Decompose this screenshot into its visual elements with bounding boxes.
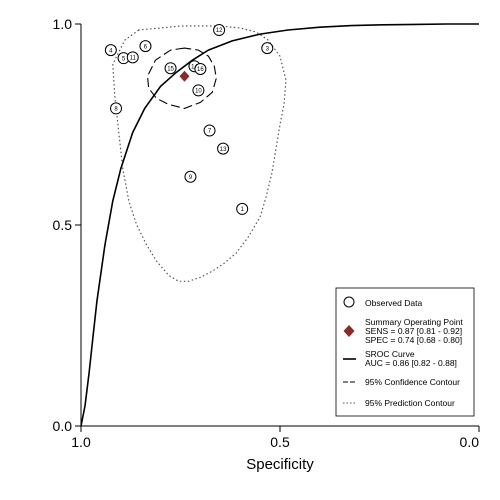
legend-prediction-label: 95% Prediction Contour [365,398,455,408]
x-tick-label: 1.0 [71,434,91,450]
study-point-marker [217,142,230,155]
study-point-marker [194,63,207,76]
y-tick-label: 0.5 [53,217,73,233]
study-point: 15 [164,62,177,75]
study-point-label: 4 [109,48,113,54]
y-tick-label: 1.0 [53,16,73,32]
legend-observed-symbol [343,296,355,308]
legend-sroc-title: SROC Curve [365,349,415,359]
study-point-marker [236,202,249,215]
summary-operating-point [179,70,190,82]
study-point-label: 10 [195,89,202,95]
study-point: 16 [194,63,207,76]
study-point-label: 13 [220,147,227,153]
study-point-marker [164,62,177,75]
study-point-label: 5 [122,56,126,62]
study-point: 12 [213,24,226,37]
study-point: 10 [192,84,205,97]
study-point: 9 [184,170,197,183]
study-point: 6 [139,40,152,53]
axis-ticks-layer: 1.0 0.5 0.0 0.0 0.5 1.0 [53,16,480,450]
study-point-label: 12 [216,28,223,34]
study-point: 11 [126,51,139,64]
study-point: 13 [217,142,230,155]
study-point-marker [104,44,117,57]
study-point-marker [213,24,226,37]
x-axis-title: Specificity [246,456,314,473]
study-point-label: 11 [130,56,137,62]
x-tick-label: 0.5 [270,434,290,450]
study-point: 8 [110,102,123,115]
study-point: 4 [104,44,117,57]
study-point-marker [139,40,152,53]
legend-confidence-label: 95% Confidence Contour [365,377,460,387]
study-point-label: 7 [208,129,212,135]
legend-summary-title: Summary Operating Point [365,317,463,327]
legend-box [335,287,475,417]
study-point: 7 [203,124,216,137]
study-point-label: 1 [241,207,245,213]
legend-summary-spec: SPEC = 0.74 [0.68 - 0.80] [365,335,462,345]
study-point-label: 3 [266,46,270,52]
legend: Observed Data Summary Operating Point SE… [335,287,475,417]
study-point-marker [192,84,205,97]
study-point-label: 16 [197,67,204,73]
legend-summary-sens: SENS = 0.87 [0.81 - 0.92] [365,326,462,336]
legend-summary-symbol [343,325,355,337]
study-point: 3 [261,42,274,55]
study-point-marker [126,51,139,64]
legend-sroc-auc: AUC = 0.86 [0.82 - 0.88] [365,358,457,368]
legend-observed-label: Observed Data [365,298,422,308]
study-point-marker [203,124,216,137]
study-point-label: 8 [114,107,118,113]
study-point-marker [110,102,123,115]
study-point-marker [184,170,197,183]
sroc-curve [80,23,479,427]
prediction-contour [112,25,287,282]
confidence-contour [146,47,217,109]
x-tick-label: 0.0 [460,434,480,450]
study-point-label: 15 [167,66,174,72]
study-point-marker [261,42,274,55]
y-tick-label: 0.0 [53,418,73,434]
study-point-label: 9 [189,175,193,181]
study-point-label: 6 [144,44,148,50]
study-point: 1 [236,202,249,215]
